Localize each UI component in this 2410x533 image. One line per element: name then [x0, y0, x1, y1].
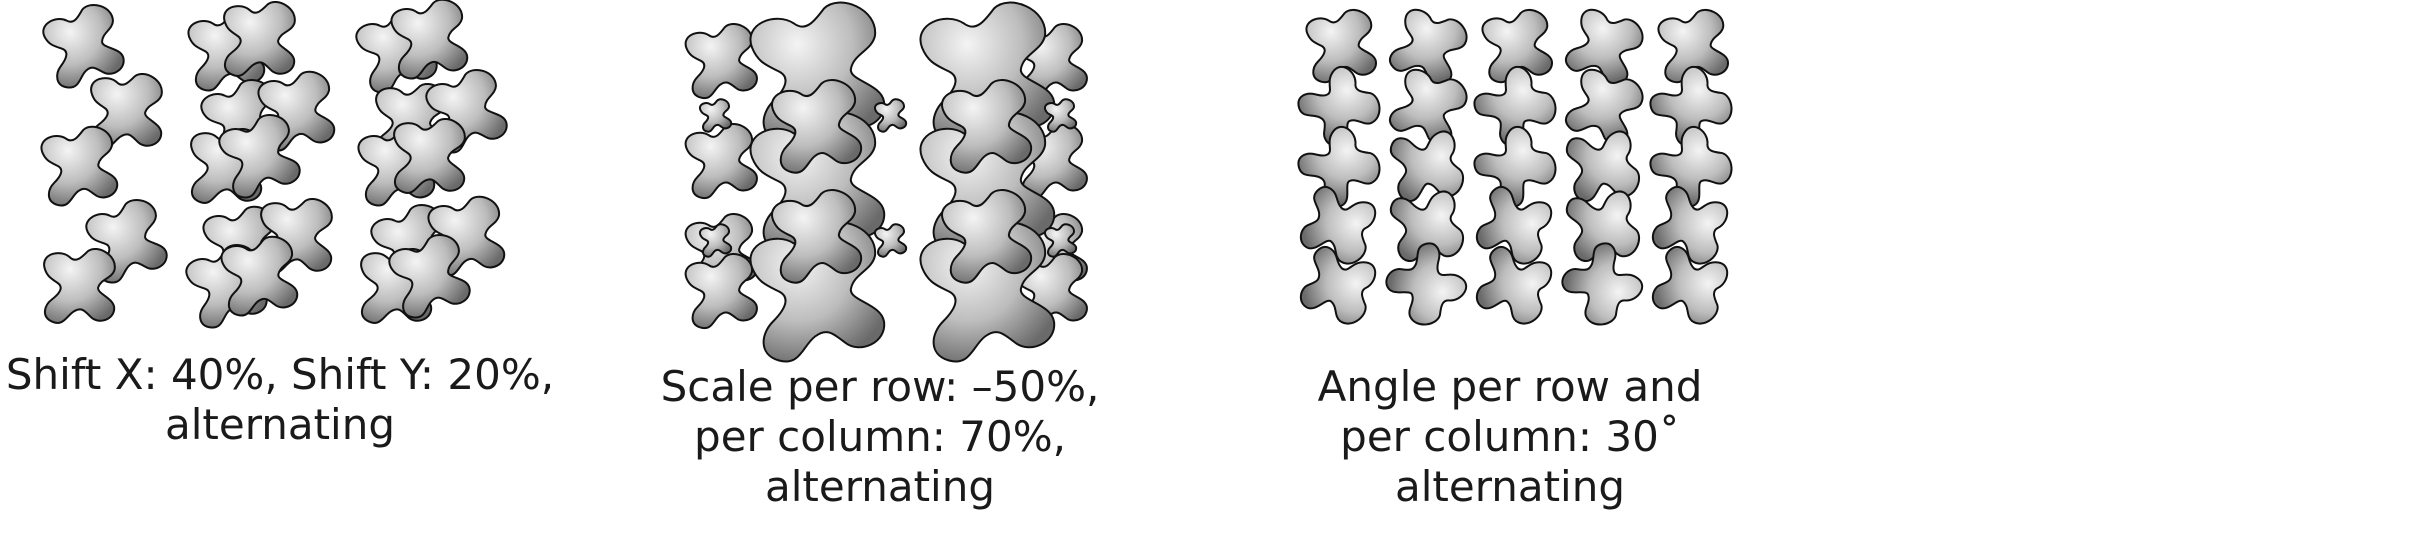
caption-scale-line-2: per column: 70%,: [694, 412, 1066, 461]
shape-tile: [1657, 8, 1729, 84]
caption-angle: Angle per row and per column: 30˚ altern…: [1290, 362, 1730, 512]
caption-shift-line-2: alternating: [164, 400, 395, 449]
shape-tile: [42, 4, 125, 89]
shape-tile: [1299, 246, 1377, 325]
caption-scale: Scale per row: –50%, per column: 70%, al…: [660, 362, 1100, 512]
shape-tile: [771, 189, 863, 284]
shape-tile: [684, 253, 758, 330]
caption-shift-line-1: Shift X: 40%, Shift Y: 20%,: [5, 350, 555, 399]
shape-tile: [90, 73, 163, 149]
shape-tile: [941, 79, 1033, 174]
shape-tile-small: [873, 98, 908, 133]
shape-tile: [1299, 186, 1377, 265]
scale-pattern: [684, 1, 1088, 363]
caption-scale-line-3: alternating: [764, 462, 995, 511]
shape-tile: [220, 235, 299, 317]
panel-shift: Shift X: 40%, Shift Y: 20%, alternating: [0, 0, 600, 533]
caption-angle-line-2: per column: 30˚: [1340, 412, 1680, 461]
shape-tile: [1385, 242, 1468, 326]
caption-angle-line-1: Angle per row and: [1317, 362, 1703, 411]
shape-tile: [223, 1, 296, 77]
shape-tile-small: [698, 223, 733, 258]
shape-tile: [388, 234, 471, 319]
shape-tile: [390, 0, 469, 80]
shift-pattern: [40, 0, 508, 329]
shape-tile: [1297, 125, 1381, 208]
shape-tile: [1389, 130, 1465, 202]
shape-tile: [771, 79, 863, 174]
shape-tile: [1475, 246, 1553, 325]
panel-scale: Scale per row: –50%, per column: 70%, al…: [660, 0, 1120, 533]
shape-tile: [1565, 190, 1641, 262]
shape-tile-small: [1043, 98, 1078, 133]
shape-tile: [1389, 190, 1465, 262]
shape-tile-small: [873, 223, 908, 258]
caption-shift: Shift X: 40%, Shift Y: 20%, alternating: [0, 350, 560, 450]
shape-tile: [40, 125, 119, 207]
shape-tile: [1651, 246, 1729, 325]
shape-tile: [1305, 8, 1377, 84]
caption-scale-line-1: Scale per row: –50%,: [660, 362, 1100, 411]
shape-tile: [218, 114, 301, 199]
shape-tile-small: [698, 98, 733, 133]
shape-tile: [1481, 8, 1553, 84]
shape-tile: [1649, 125, 1733, 208]
shape-tile: [684, 123, 758, 200]
panel-angle: Angle per row and per column: 30˚ altern…: [1290, 0, 1750, 533]
shape-tile: [941, 189, 1033, 284]
shape-tile: [393, 118, 466, 194]
shape-tile-small: [1043, 223, 1078, 258]
shape-tile: [1651, 186, 1729, 265]
shape-tile: [43, 248, 116, 324]
shape-tile: [684, 23, 758, 100]
caption-angle-line-3: alternating: [1394, 462, 1625, 511]
shape-tile: [1565, 130, 1641, 202]
shape-tile: [1561, 242, 1644, 326]
angle-pattern: [1297, 8, 1733, 326]
shape-tile: [1475, 186, 1553, 265]
shape-tile: [1473, 125, 1557, 208]
